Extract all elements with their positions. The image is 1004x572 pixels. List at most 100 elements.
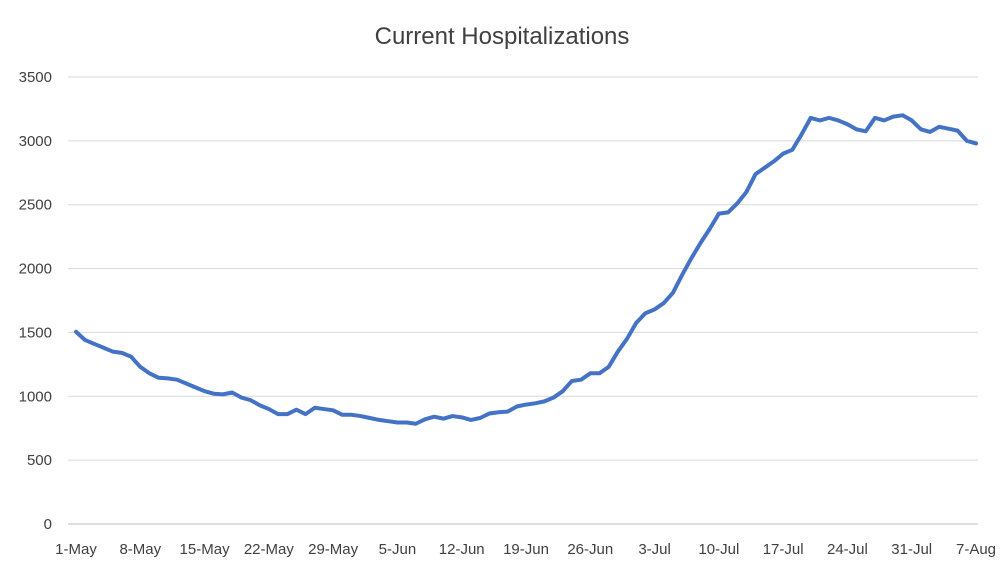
data-point bbox=[588, 371, 592, 375]
data-point bbox=[487, 412, 491, 416]
data-point bbox=[827, 116, 831, 120]
data-point bbox=[395, 420, 399, 424]
data-point bbox=[304, 412, 308, 416]
data-point bbox=[74, 330, 78, 334]
x-tick-label: 26-Jun bbox=[567, 541, 613, 558]
data-point bbox=[359, 414, 363, 418]
data-point bbox=[414, 422, 418, 426]
data-point bbox=[956, 129, 960, 133]
data-point bbox=[524, 403, 528, 407]
data-point bbox=[901, 113, 905, 117]
data-point bbox=[147, 371, 151, 375]
data-point bbox=[515, 405, 519, 409]
data-point bbox=[579, 378, 583, 382]
x-axis-tick-labels: 1-May 8-May 15-May 22-May 29-May 5-Jun 12-Jun 1… bbox=[55, 541, 996, 558]
y-tick-label: 2500 bbox=[19, 197, 52, 214]
data-point bbox=[175, 378, 179, 382]
series-line bbox=[74, 113, 978, 426]
data-point bbox=[800, 132, 804, 136]
data-point bbox=[451, 414, 455, 418]
data-point bbox=[919, 127, 923, 131]
y-tick-label: 3000 bbox=[19, 133, 52, 150]
data-point bbox=[542, 399, 546, 403]
data-point bbox=[873, 116, 877, 120]
data-point bbox=[423, 417, 427, 421]
data-point bbox=[193, 385, 197, 389]
x-tick-label: 8-May bbox=[119, 541, 161, 558]
data-point bbox=[818, 118, 822, 122]
data-point bbox=[441, 417, 445, 421]
y-tick-label: 1000 bbox=[19, 388, 52, 405]
data-point bbox=[350, 413, 354, 417]
data-point bbox=[322, 407, 326, 411]
data-point bbox=[744, 190, 748, 194]
data-point bbox=[432, 415, 436, 419]
data-point bbox=[313, 406, 317, 410]
data-point bbox=[533, 401, 537, 405]
x-tick-label: 29-May bbox=[308, 541, 359, 558]
data-point bbox=[845, 122, 849, 126]
data-point bbox=[708, 227, 712, 231]
data-point bbox=[92, 342, 96, 346]
x-tick-label: 10-Jul bbox=[698, 541, 739, 558]
data-point bbox=[340, 413, 344, 417]
data-point bbox=[570, 379, 574, 383]
data-point bbox=[717, 212, 721, 216]
x-tick-label: 5-Jun bbox=[379, 541, 417, 558]
data-point bbox=[405, 420, 409, 424]
data-point bbox=[258, 403, 262, 407]
data-point bbox=[129, 355, 133, 359]
x-tick-label: 12-Jun bbox=[439, 541, 485, 558]
x-tick-label: 7-Aug bbox=[956, 541, 996, 558]
data-point bbox=[974, 141, 978, 145]
chart-title: Current Hospitalizations bbox=[375, 23, 630, 50]
data-point bbox=[597, 371, 601, 375]
y-tick-label: 500 bbox=[27, 452, 52, 469]
x-tick-label: 19-Jun bbox=[503, 541, 549, 558]
data-point bbox=[221, 392, 225, 396]
data-point bbox=[882, 118, 886, 122]
data-point bbox=[212, 392, 216, 396]
data-point bbox=[698, 241, 702, 245]
data-point bbox=[809, 116, 813, 120]
data-point bbox=[607, 365, 611, 369]
data-point bbox=[910, 118, 914, 122]
data-point bbox=[166, 376, 170, 380]
x-tick-label: 24-Jul bbox=[827, 541, 868, 558]
data-point bbox=[184, 382, 188, 386]
data-point bbox=[294, 408, 298, 412]
data-point bbox=[754, 172, 758, 176]
data-point bbox=[552, 396, 556, 400]
data-point bbox=[276, 412, 280, 416]
y-tick-label: 3500 bbox=[19, 69, 52, 86]
data-point bbox=[496, 410, 500, 414]
data-point bbox=[634, 321, 638, 325]
x-tick-label: 3-Jul bbox=[638, 541, 671, 558]
y-tick-label: 1500 bbox=[19, 324, 52, 341]
data-point bbox=[157, 376, 161, 380]
data-point bbox=[671, 291, 675, 295]
data-point bbox=[680, 273, 684, 277]
data-point bbox=[111, 350, 115, 354]
data-point bbox=[83, 338, 87, 342]
series-layer bbox=[74, 113, 978, 426]
data-point bbox=[267, 407, 271, 411]
data-point bbox=[763, 166, 767, 170]
data-point bbox=[836, 118, 840, 122]
data-point bbox=[653, 307, 657, 311]
data-point bbox=[331, 408, 335, 412]
data-point bbox=[689, 256, 693, 260]
gridlines bbox=[68, 76, 978, 461]
data-point bbox=[726, 210, 730, 214]
data-point bbox=[662, 301, 666, 305]
x-tick-label: 1-May bbox=[55, 541, 97, 558]
y-tick-label: 2000 bbox=[19, 261, 52, 278]
data-point bbox=[864, 129, 868, 133]
data-point bbox=[478, 416, 482, 420]
data-point bbox=[928, 130, 932, 134]
data-point bbox=[946, 127, 950, 131]
data-point bbox=[965, 139, 969, 143]
data-point bbox=[561, 389, 565, 393]
data-point bbox=[203, 389, 207, 393]
data-point bbox=[120, 351, 124, 355]
